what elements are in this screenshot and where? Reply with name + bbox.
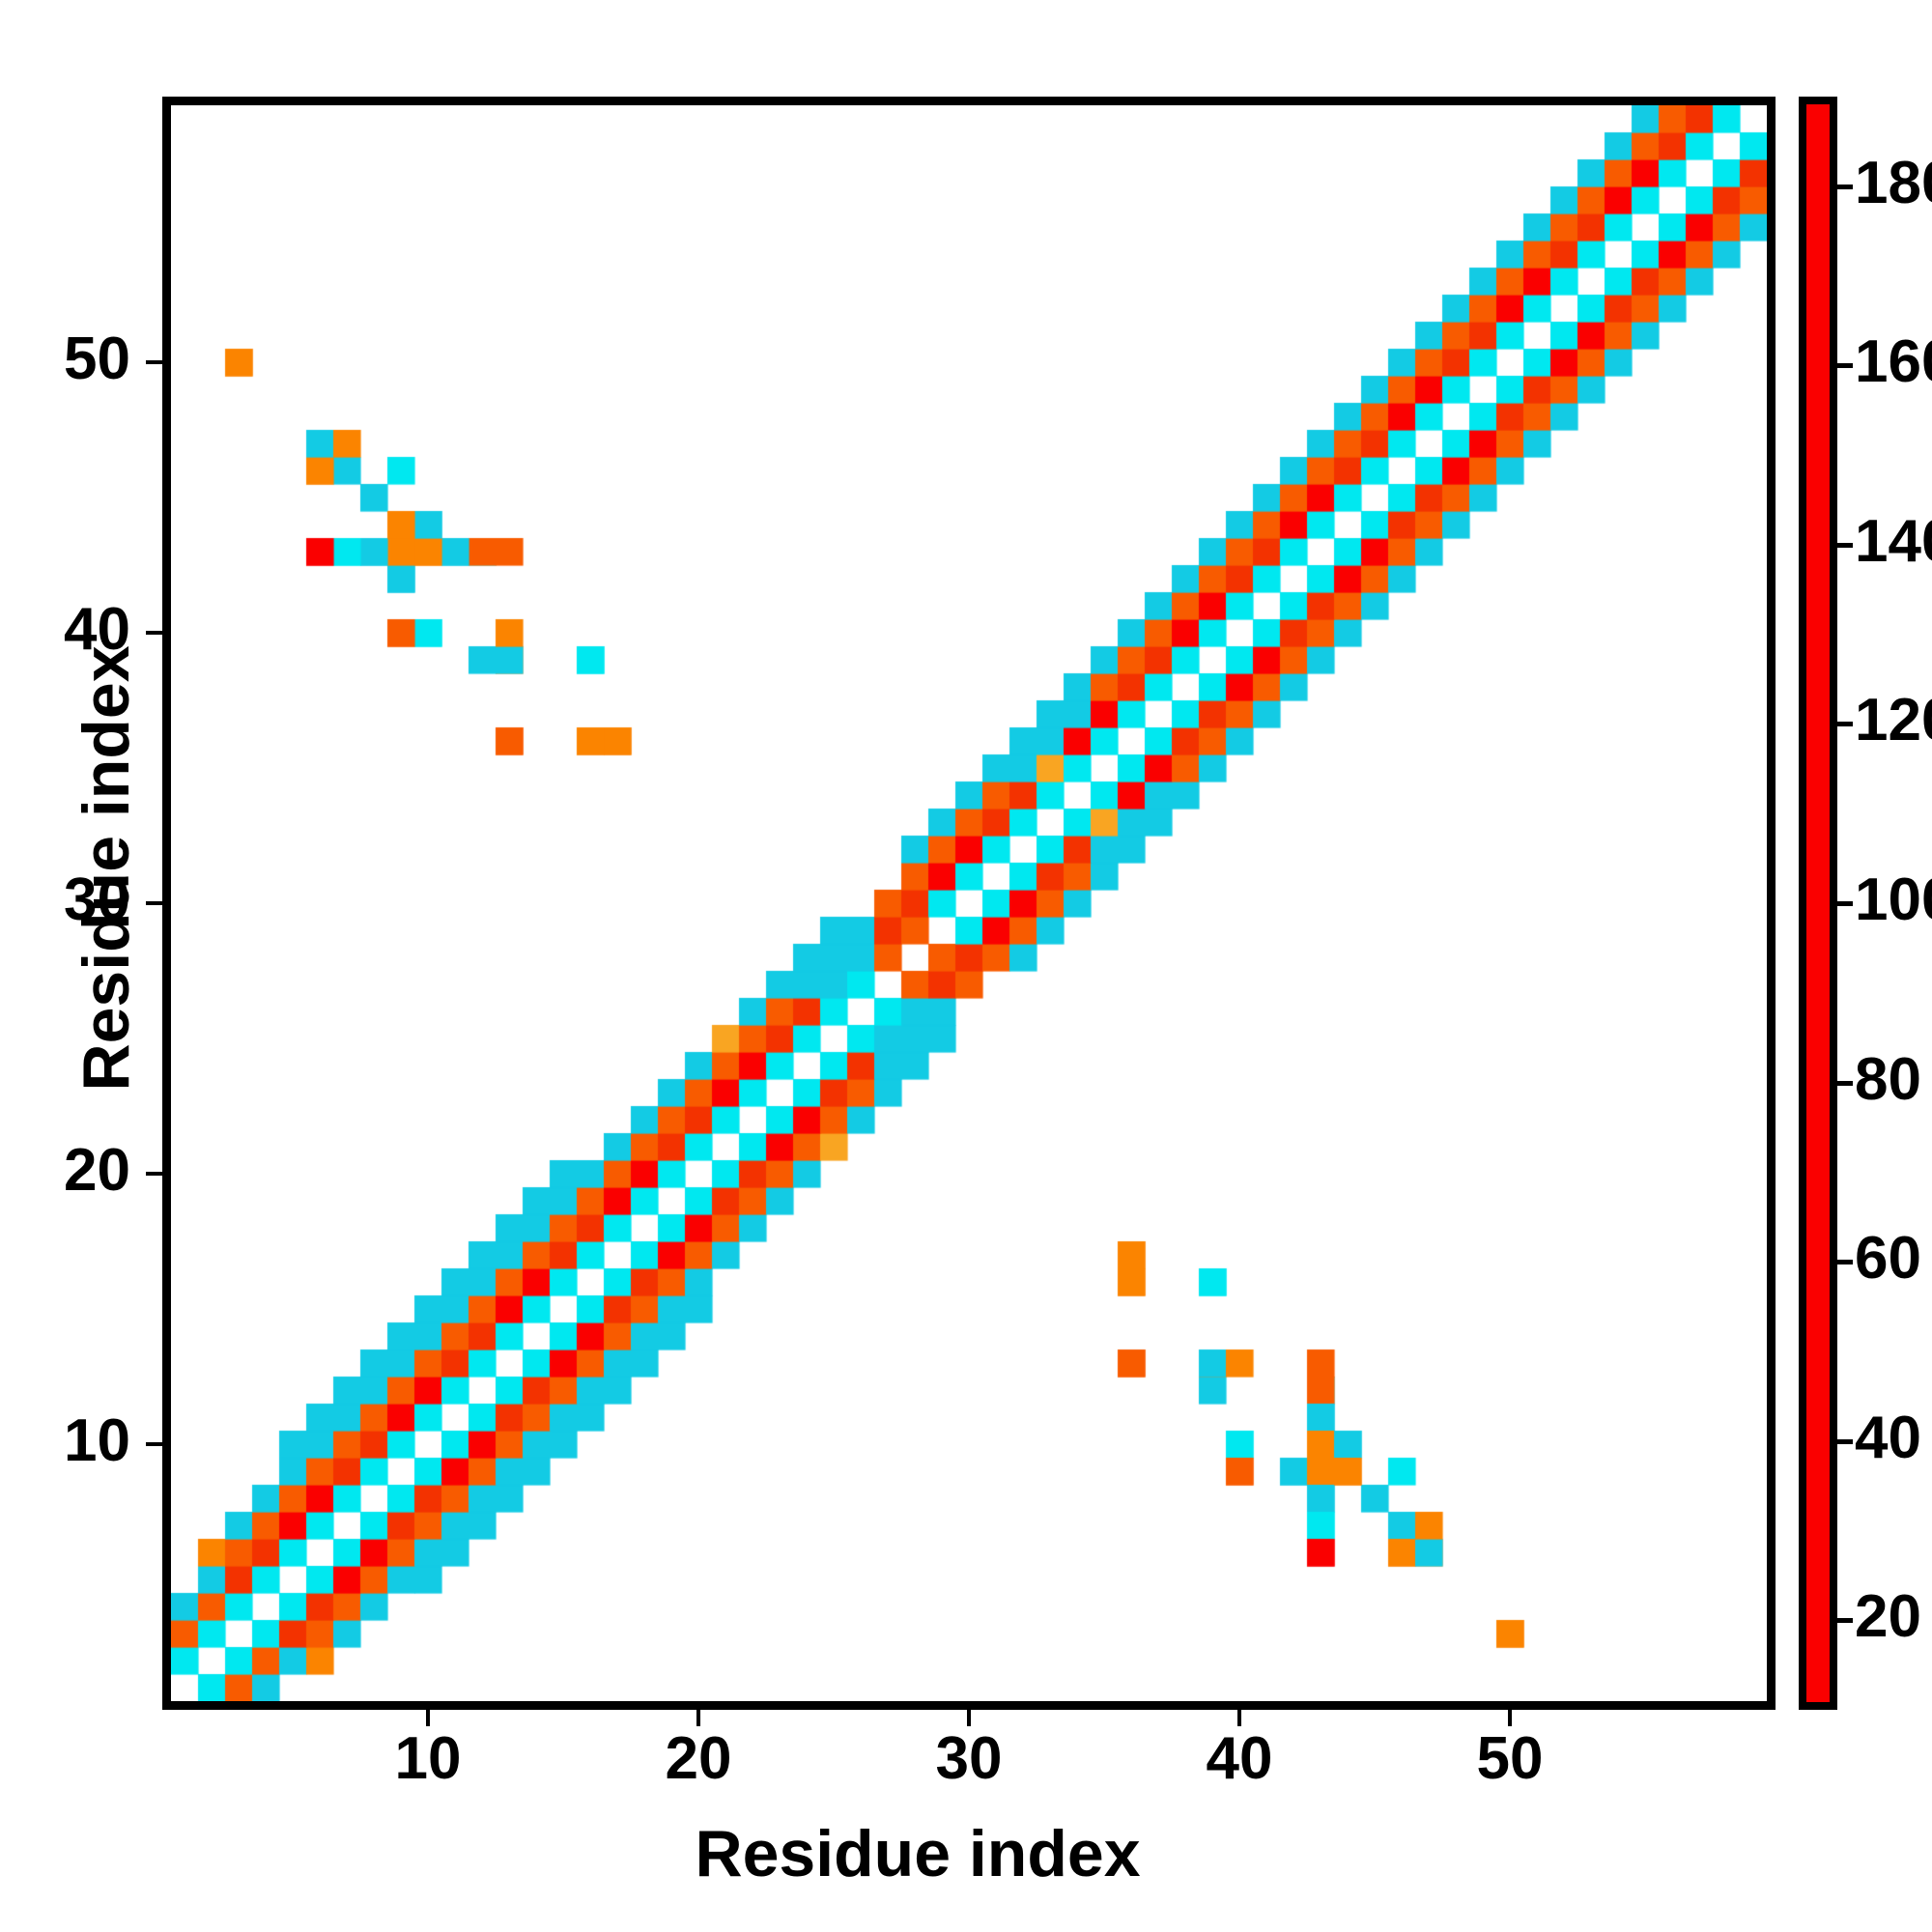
colorbar-tick-160 <box>1837 363 1853 369</box>
colorbar-tick-20 <box>1837 1618 1853 1624</box>
x-tick-10 <box>426 1710 430 1726</box>
colorbar-tick-label-180: 180 <box>1855 149 1932 216</box>
y-tick-label-40: 40 <box>64 596 130 663</box>
colorbar-tick-label-60: 60 <box>1855 1225 1921 1293</box>
x-tick-50 <box>1508 1710 1512 1726</box>
y-tick-label-50: 50 <box>64 326 130 392</box>
colorbar-tick-180 <box>1837 184 1853 189</box>
colorbar-tick-140 <box>1837 542 1853 548</box>
x-tick-label-50: 50 <box>1476 1725 1544 1792</box>
colorbar-tick-label-80: 80 <box>1855 1045 1921 1113</box>
x-tick-label-40: 40 <box>1206 1725 1273 1792</box>
colorbar-tick-100 <box>1837 901 1853 906</box>
x-tick-label-20: 20 <box>665 1725 732 1792</box>
y-tick-50 <box>146 360 162 364</box>
y-tick-label-20: 20 <box>64 1137 130 1204</box>
y-tick-20 <box>146 1172 162 1176</box>
colorbar-tick-label-40: 40 <box>1855 1404 1921 1471</box>
colorbar-tick-label-140: 140 <box>1855 507 1932 575</box>
y-tick-10 <box>146 1442 162 1446</box>
x-tick-20 <box>696 1710 700 1726</box>
x-tick-label-10: 10 <box>394 1725 462 1792</box>
colorbar-tick-label-20: 20 <box>1855 1583 1921 1651</box>
y-tick-label-10: 10 <box>64 1407 130 1474</box>
x-tick-30 <box>967 1710 971 1726</box>
colorbar <box>1799 97 1837 1710</box>
x-tick-label-30: 30 <box>935 1725 1003 1792</box>
colorbar-tick-label-160: 160 <box>1855 328 1932 396</box>
colorbar-tick-label-100: 100 <box>1855 867 1932 933</box>
colorbar-tick-label-120: 120 <box>1855 687 1932 754</box>
colorbar-tick-40 <box>1837 1438 1853 1444</box>
heatmap-canvas <box>171 105 1767 1701</box>
colorbar-tick-120 <box>1837 722 1853 727</box>
colorbar-frame <box>1799 97 1837 1710</box>
colorbar-tick-60 <box>1837 1260 1853 1265</box>
colorbar-tick-80 <box>1837 1080 1853 1086</box>
y-tick-30 <box>146 901 162 905</box>
contact-map-plot <box>162 97 1776 1710</box>
y-axis-title: Residue index <box>70 645 143 1092</box>
x-tick-40 <box>1237 1710 1241 1726</box>
x-axis-title: Residue index <box>695 1817 1141 1890</box>
y-tick-40 <box>146 631 162 635</box>
y-tick-label-30: 30 <box>64 867 130 933</box>
